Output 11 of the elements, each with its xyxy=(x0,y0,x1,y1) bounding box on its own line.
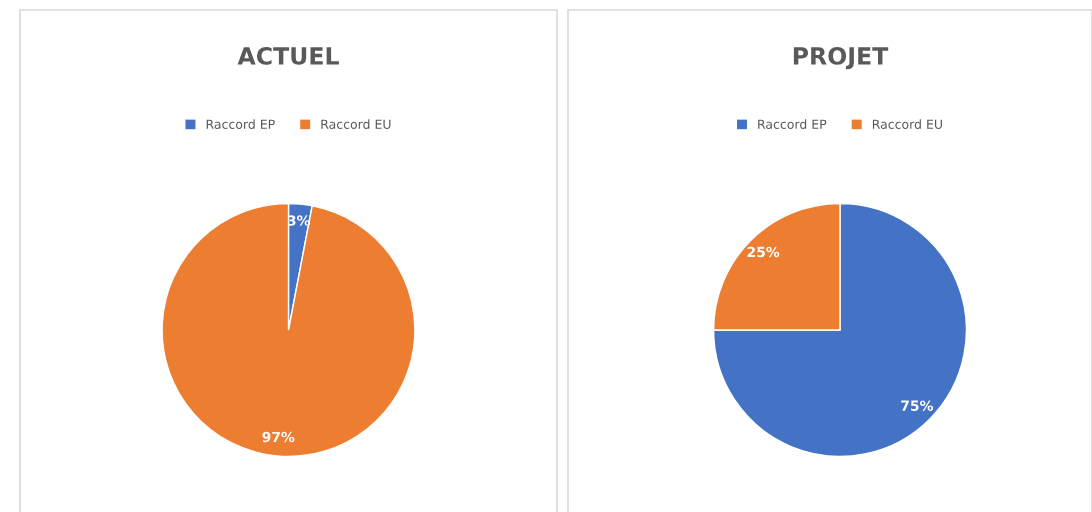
legend-label: Raccord EU xyxy=(872,119,942,129)
pie-slice xyxy=(161,202,416,458)
data-label: 97% xyxy=(262,431,295,443)
pie-slice xyxy=(712,202,968,458)
chart-title: ACTUEL xyxy=(237,46,339,65)
legend-label: Raccord EU xyxy=(321,119,391,129)
data-label: 75% xyxy=(901,400,934,411)
legend-label: Raccord EP xyxy=(758,119,827,129)
legend-label: Raccord EP xyxy=(206,119,275,129)
data-label: 25% xyxy=(747,246,780,258)
chart-title: PROJET xyxy=(793,46,889,70)
